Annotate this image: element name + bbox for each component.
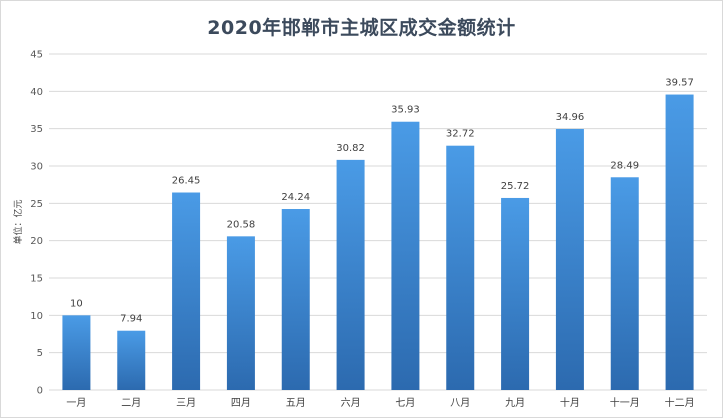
x-tick-label-7: 七月 — [395, 397, 415, 409]
bar-9 — [501, 197, 530, 390]
data-label-10: 34.96 — [556, 112, 585, 123]
bar-11 — [610, 177, 639, 390]
x-tick-label-6: 六月 — [341, 397, 361, 409]
x-tick-label-12: 十二月 — [665, 396, 695, 409]
y-tick-label: 10 — [30, 311, 43, 322]
bar-3 — [172, 192, 201, 390]
x-tick-label-5: 五月 — [286, 397, 306, 409]
data-label-2: 7.94 — [120, 314, 142, 325]
data-label-12: 39.57 — [665, 78, 694, 89]
y-tick-label: 30 — [30, 162, 43, 173]
y-tick-label: 15 — [30, 274, 43, 285]
x-tick-label-10: 十月 — [560, 396, 580, 409]
y-tick-label: 40 — [30, 87, 43, 98]
data-label-5: 24.24 — [281, 192, 310, 203]
y-tick-label: 25 — [30, 199, 43, 210]
data-label-1: 10 — [70, 298, 83, 309]
x-axis-categories: 一月 二月 三月 四月 五月 六月 七月 八月 九月 十月 十一月 十二月 — [66, 396, 694, 409]
y-tick-label: 35 — [30, 124, 43, 135]
data-label-3: 26.45 — [172, 176, 201, 187]
data-label-8: 32.72 — [446, 129, 475, 140]
data-label-4: 20.58 — [227, 219, 256, 230]
bar-5 — [281, 209, 310, 390]
y-tick-label: 5 — [37, 348, 43, 359]
x-tick-label-1: 一月 — [66, 397, 86, 409]
data-label-7: 35.93 — [391, 105, 420, 116]
bars — [62, 94, 694, 391]
x-tick-label-9: 九月 — [505, 397, 525, 409]
data-labels: 10 7.94 26.45 20.58 24.24 30.82 35.93 32.72 25.7… — [70, 78, 694, 325]
bar-8 — [446, 145, 475, 390]
y-axis-ticks: 0 5 10 15 20 25 30 35 40 45 — [30, 50, 43, 397]
bar-4 — [226, 236, 255, 390]
grid-lines — [49, 53, 707, 391]
bar-7 — [391, 121, 420, 391]
bar-2 — [117, 330, 146, 390]
x-tick-label-8: 八月 — [450, 397, 470, 409]
x-tick-label-2: 二月 — [121, 397, 141, 409]
bar-6 — [336, 159, 365, 390]
bar-12 — [665, 94, 694, 390]
y-tick-label: 20 — [30, 236, 43, 247]
data-label-6: 30.82 — [336, 143, 365, 154]
bar-10 — [555, 128, 584, 390]
y-tick-label: 0 — [37, 386, 43, 397]
x-tick-label-4: 四月 — [231, 397, 251, 409]
y-tick-label: 45 — [30, 50, 43, 61]
data-label-9: 25.72 — [501, 181, 530, 192]
y-axis-label: 单位：亿元 — [12, 199, 24, 244]
bar-1 — [62, 315, 91, 390]
x-tick-label-11: 十一月 — [610, 396, 640, 409]
x-tick-label-3: 三月 — [176, 397, 196, 409]
data-label-11: 28.49 — [610, 160, 639, 171]
chart-title: 2020年邯郸市主城区成交金额统计 — [207, 17, 516, 39]
